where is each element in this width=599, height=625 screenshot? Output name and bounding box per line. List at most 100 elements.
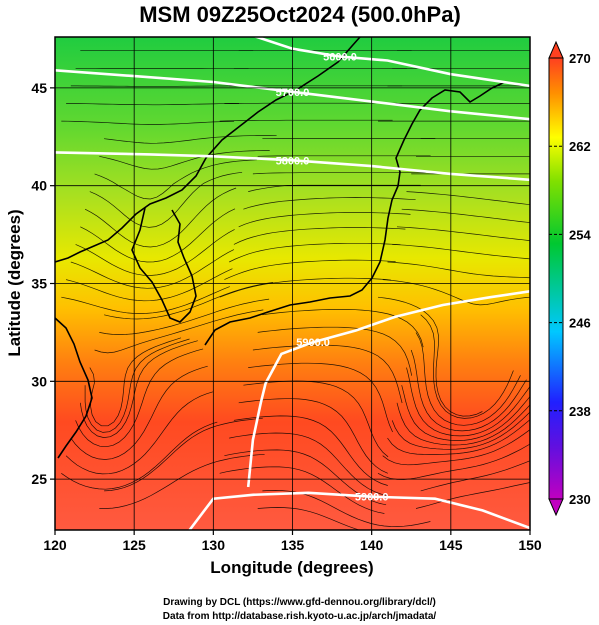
colorbar-ticks: 230 238 246 254 262 270 xyxy=(549,51,591,507)
x-tick-label: 150 xyxy=(518,537,542,553)
coastline-asia xyxy=(55,37,361,263)
y-tick-label: 25 xyxy=(31,471,47,487)
streamline xyxy=(89,171,243,228)
colorbar-tick-label: 230 xyxy=(569,492,591,507)
x-tick-label: 140 xyxy=(360,537,384,553)
streamline xyxy=(248,184,421,192)
streamline xyxy=(219,466,385,514)
y-tick-label: 45 xyxy=(31,80,47,96)
streamline xyxy=(406,367,530,437)
streamline xyxy=(94,309,264,354)
streamline xyxy=(84,338,190,433)
streamline xyxy=(238,398,388,474)
x-tick-label: 135 xyxy=(281,537,305,553)
contour-label: 5900.0 xyxy=(355,492,389,504)
streamline xyxy=(252,172,426,175)
streamline xyxy=(401,385,530,441)
colorbar-overflow-triangle xyxy=(548,40,564,59)
colorbar-tick-label: 254 xyxy=(569,227,591,242)
x-tick-label: 145 xyxy=(439,537,463,553)
contour-label: 5800.0 xyxy=(276,155,310,167)
streamline xyxy=(229,432,388,496)
streamline xyxy=(410,349,527,432)
colorbar-body xyxy=(548,57,564,500)
streamline xyxy=(387,419,530,455)
streamline xyxy=(396,226,530,242)
streamline xyxy=(262,490,431,527)
streamline xyxy=(392,244,530,260)
colorbar-tick-label: 270 xyxy=(569,51,591,66)
streamline xyxy=(257,507,361,530)
streamline xyxy=(66,268,233,302)
streamline xyxy=(243,380,389,458)
streamline xyxy=(377,296,483,417)
streamline xyxy=(420,460,530,492)
streamline xyxy=(70,249,235,289)
y-tick-label: 40 xyxy=(31,178,47,194)
streamline xyxy=(65,391,214,475)
chart-title: MSM 09Z25Oct2024 (500.0hPa) xyxy=(139,2,461,27)
streamline xyxy=(219,119,393,122)
colorbar: 230 238 246 254 262 270 xyxy=(548,40,591,517)
streamline xyxy=(99,453,265,509)
plot-area xyxy=(55,37,530,530)
gridlines xyxy=(55,37,530,530)
streamline xyxy=(75,348,204,448)
colorbar-underflow-triangle xyxy=(548,498,564,517)
y-axis-label: Latitude (degrees) xyxy=(5,209,24,356)
streamline xyxy=(66,103,240,106)
streamline xyxy=(99,298,270,335)
streamlines xyxy=(61,50,530,530)
streamline xyxy=(420,314,514,419)
streamline xyxy=(104,417,263,492)
coastline-korea xyxy=(131,207,197,323)
y-axis: 25 30 35 40 45 xyxy=(31,80,55,487)
footer-credit-drawing: Drawing by DCL (https://www.gfd-dennou.o… xyxy=(163,597,436,608)
contour-label: 5600.0 xyxy=(323,52,357,64)
coastline-china xyxy=(55,317,93,459)
streamline xyxy=(396,402,530,446)
streamline xyxy=(104,134,277,144)
streamline xyxy=(391,411,530,450)
streamline xyxy=(243,197,416,210)
colorbar-tick-label: 246 xyxy=(569,316,591,331)
streamline xyxy=(262,309,424,348)
streamline xyxy=(387,261,530,279)
x-axis-label: Longitude (degrees) xyxy=(210,558,373,577)
streamline xyxy=(61,286,230,314)
streamline xyxy=(233,227,406,245)
colorbar-tick-label: 238 xyxy=(569,404,591,419)
streamline xyxy=(238,212,411,228)
streamline xyxy=(84,187,237,248)
streamline xyxy=(382,429,530,466)
streamline xyxy=(257,155,431,157)
contour-label: 5900.0 xyxy=(296,337,330,349)
streamline xyxy=(104,282,274,320)
footer-credit-data: Data from http://database.rish.kyoto-u.a… xyxy=(162,611,437,622)
streamline xyxy=(80,208,236,263)
y-tick-label: 35 xyxy=(31,276,47,292)
coastline-japan xyxy=(204,81,506,346)
x-tick-label: 120 xyxy=(43,537,67,553)
streamline xyxy=(233,415,388,486)
streamline xyxy=(219,277,392,298)
y-tick-label: 30 xyxy=(31,373,47,389)
x-tick-label: 130 xyxy=(202,537,226,553)
streamline xyxy=(257,326,413,376)
streamline xyxy=(252,344,403,404)
colorbar-tick-label: 262 xyxy=(569,139,591,154)
streamline xyxy=(61,421,218,490)
contour-label: 5700.0 xyxy=(276,87,310,99)
streamline xyxy=(70,365,208,460)
streamline xyxy=(94,159,257,200)
streamline xyxy=(61,120,235,125)
streamline xyxy=(75,229,235,276)
contour-labels: 5800.0 5700.0 5600.0 5900.0 5900.0 xyxy=(276,52,389,504)
streamline xyxy=(224,259,396,280)
x-axis: 120 125 130 135 140 145 150 xyxy=(43,530,542,553)
contour-line xyxy=(246,290,530,488)
x-tick-label: 125 xyxy=(122,537,146,553)
streamline xyxy=(406,191,530,206)
streamline xyxy=(401,208,530,223)
